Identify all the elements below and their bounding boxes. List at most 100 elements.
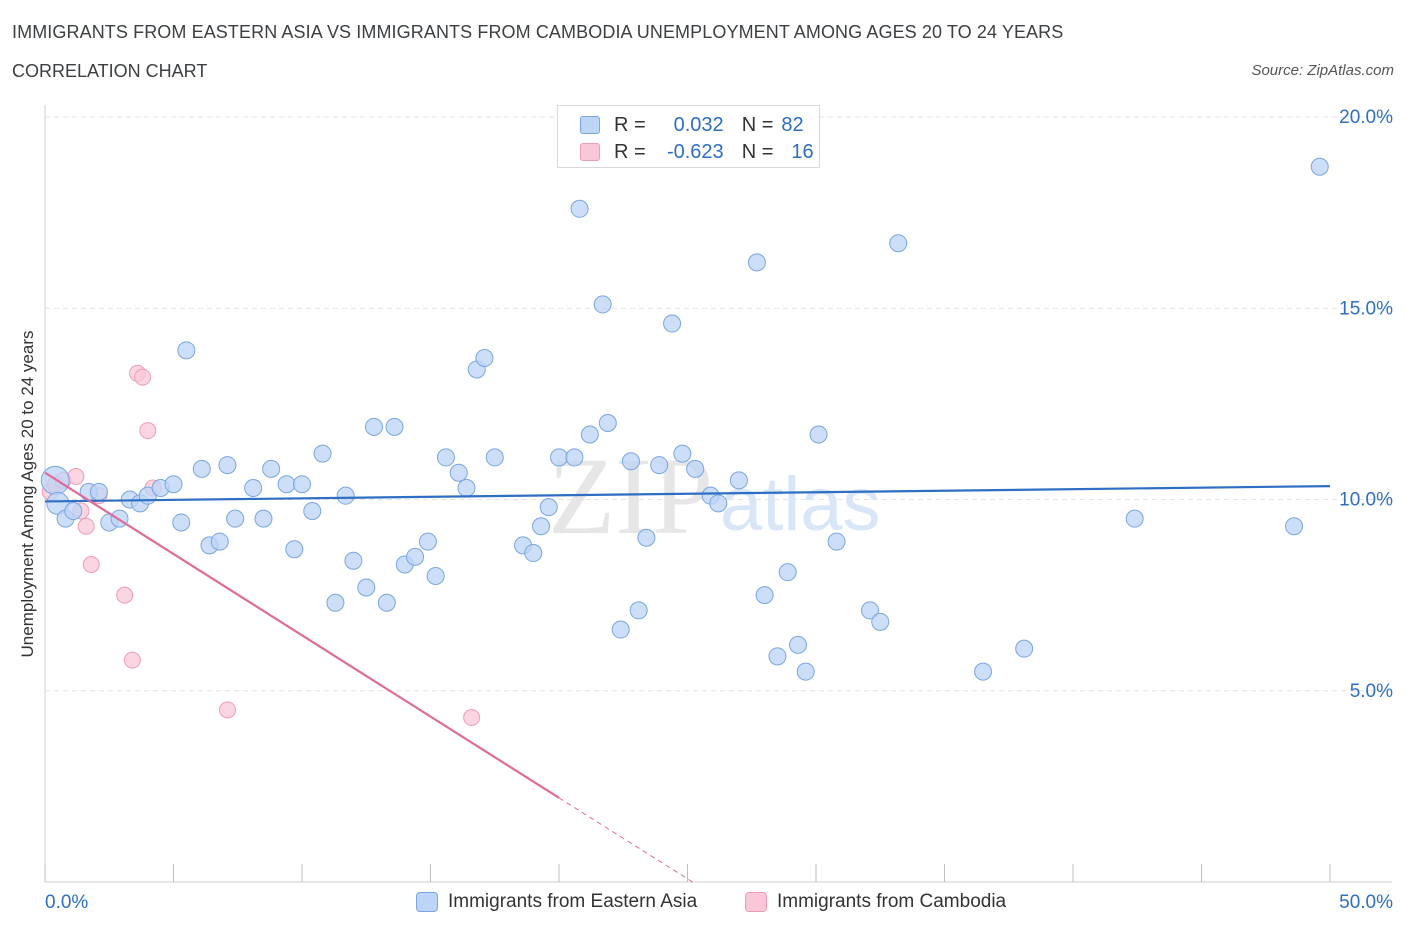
legend-item-cambodia: Immigrants from Cambodia [745, 890, 1006, 914]
eastern-asia-point [177, 341, 196, 360]
cambodia-points [41, 364, 481, 727]
eastern-asia-point [426, 567, 445, 585]
eastern-asia-point [629, 601, 648, 620]
y-axis-label: Unemployment Among Ages 20 to 24 years [18, 331, 37, 658]
eastern-asia-point [336, 486, 355, 505]
pink-swatch [580, 143, 600, 161]
y-tick-label: 5.0% [1350, 681, 1393, 702]
eastern-asia-point [262, 459, 281, 478]
r-value-eastern-asia: 0.032 [673, 113, 724, 136]
cambodia-point [67, 468, 85, 486]
cambodia-point [134, 368, 152, 386]
eastern-asia-point [364, 417, 383, 436]
cambodia-point [82, 556, 100, 574]
cambodia-point [116, 586, 134, 604]
eastern-asia-point [593, 295, 612, 314]
eastern-asia-point [789, 635, 808, 654]
eastern-asia-point [485, 448, 504, 467]
y-tick-label: 10.0% [1339, 490, 1393, 511]
eastern-asia-point [277, 475, 296, 494]
cambodia-point [463, 709, 481, 727]
blue-swatch [580, 116, 600, 134]
eastern-asia-point [539, 498, 558, 517]
n-label: N = [741, 140, 774, 163]
eastern-asia-point [663, 314, 682, 333]
eastern-asia-point [673, 444, 692, 463]
legend-swatch-blue [416, 892, 438, 912]
eastern-asia-point [974, 662, 993, 681]
eastern-asia-point [827, 532, 846, 551]
eastern-asia-point [747, 253, 766, 272]
eastern-asia-point [778, 563, 797, 582]
eastern-asia-point [172, 513, 191, 532]
eastern-asia-point [709, 494, 728, 513]
r-label: R = [614, 113, 646, 136]
eastern-asia-point [637, 528, 656, 547]
eastern-asia-point [524, 544, 543, 563]
legend-label-eastern-asia: Immigrants from Eastern Asia [448, 891, 698, 912]
eastern-asia-point [796, 662, 815, 681]
cambodia-point [123, 651, 141, 669]
n-value-eastern-asia: 82 [781, 113, 804, 136]
eastern-asia-point [89, 482, 108, 501]
eastern-asia-point [164, 475, 183, 494]
r-value-cambodia: -0.623 [666, 140, 724, 163]
y-tick-label: 15.0% [1339, 298, 1393, 319]
chart-title: IMMIGRANTS FROM EASTERN ASIA VS IMMIGRAN… [12, 22, 1064, 42]
n-label: N = [741, 113, 774, 136]
x-tick-label: 0.0% [45, 892, 88, 913]
cambodia-trendline [44, 471, 560, 799]
eastern-asia-point [611, 620, 630, 639]
eastern-asia-point [1285, 517, 1304, 536]
eastern-asia-point [565, 448, 584, 467]
eastern-asia-point [285, 540, 304, 559]
eastern-asia-point [860, 601, 879, 620]
eastern-asia-point [889, 234, 908, 253]
chart-subtitle: CORRELATION CHART [12, 61, 208, 81]
eastern-asia-point [570, 199, 589, 218]
cambodia-point [139, 422, 157, 440]
cambodia-point [218, 701, 236, 719]
eastern-asia-point [650, 456, 669, 475]
eastern-asia-point [686, 459, 705, 478]
r-label: R = [614, 140, 646, 163]
eastern-asia-point [303, 501, 322, 520]
eastern-asia-point [457, 479, 476, 498]
legend-label-cambodia: Immigrants from Cambodia [777, 891, 1007, 912]
eastern-asia-point [254, 509, 273, 528]
eastern-asia-point [418, 532, 437, 551]
eastern-asia-point [729, 471, 748, 490]
legend-row-cambodia: R = -0.623 N = 16 [580, 141, 814, 163]
source-credit: Source: ZipAtlas.com [1251, 62, 1394, 79]
eastern-asia-point [580, 425, 599, 444]
eastern-asia-points [40, 157, 1329, 681]
cambodia-point [77, 517, 95, 535]
legend-item-eastern-asia: Immigrants from Eastern Asia [416, 890, 697, 914]
eastern-asia-point [598, 414, 617, 432]
cambodia-trendline-extension [558, 797, 693, 883]
tick-labels: 5.0% 10.0% 15.0% 20.0% 0.0% 50.0% [45, 107, 1393, 913]
eastern-asia-point [313, 444, 332, 463]
eastern-asia-point [1310, 157, 1329, 176]
eastern-asia-point [1015, 639, 1034, 658]
eastern-asia-point [226, 509, 245, 528]
eastern-asia-point [475, 348, 494, 367]
eastern-asia-point [244, 479, 263, 498]
eastern-asia-point [755, 586, 774, 605]
eastern-asia-point [293, 475, 311, 494]
eastern-asia-point [210, 532, 229, 551]
eastern-asia-point [406, 547, 425, 566]
eastern-asia-point [768, 647, 787, 666]
eastern-asia-point [385, 417, 404, 436]
eastern-asia-point [532, 517, 551, 536]
eastern-asia-point [357, 578, 376, 597]
y-tick-label: 20.0% [1339, 107, 1393, 128]
eastern-asia-point [621, 452, 640, 471]
eastern-asia-point [326, 593, 345, 612]
correlation-legend: R = 0.032 N = 82 R = -0.623 N = 16 [557, 105, 820, 168]
grid-lines [45, 116, 1392, 692]
eastern-asia-trendline [44, 485, 1331, 503]
eastern-asia-point [436, 448, 455, 467]
eastern-asia-point [809, 425, 828, 444]
